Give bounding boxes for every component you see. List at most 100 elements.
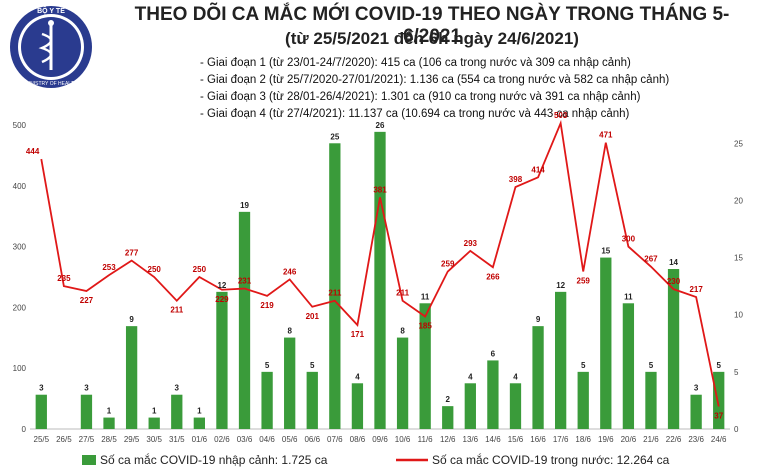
line-data-label: 185 [418,322,432,331]
bar-imported-cases [713,371,725,429]
bar-data-label: 1 [197,407,202,416]
x-tick-label: 18/6 [575,435,591,444]
bar-imported-cases [351,383,364,429]
line-data-label: 229 [215,295,229,304]
bar-imported-cases [622,303,635,429]
bar-data-label: 12 [217,281,226,290]
line-data-label: 37 [714,412,723,421]
y-left-tick-label: 200 [13,303,27,312]
bar-data-label: 4 [355,372,360,381]
bar-data-label: 11 [421,292,430,301]
bar-data-label: 5 [649,361,654,370]
y-right-tick-label: 5 [734,368,739,377]
bar-data-label: 5 [310,361,315,370]
bar-imported-cases [148,417,160,429]
phase-item: Giai đoạn 4 (từ 27/4/2021): 11.137 ca (1… [200,106,669,123]
bar-imported-cases [577,371,589,429]
x-tick-label: 30/5 [146,435,162,444]
y-right-tick-label: 25 [734,139,743,148]
line-data-label: 217 [689,285,703,294]
x-tick-label: 20/6 [621,435,637,444]
x-tick-label: 22/6 [666,435,682,444]
line-data-label: 293 [464,239,478,248]
phase-item: Giai đoạn 2 (từ 25/7/2020-27/01/2021): 1… [200,72,669,89]
logo-text-bottom: MINISTRY OF HEALTH [25,81,78,87]
line-data-label: 503 [554,111,568,120]
y-left-tick-label: 100 [13,364,27,373]
bar-imported-cases [600,257,612,429]
x-tick-label: 13/6 [463,435,479,444]
bar-imported-cases [487,360,499,429]
bar-imported-cases [690,394,702,429]
y-left-tick-label: 0 [22,425,27,434]
line-data-label: 211 [170,306,183,315]
bar-data-label: 8 [400,327,405,336]
x-tick-label: 08/6 [350,435,366,444]
bar-data-label: 2 [446,395,451,404]
line-data-label: 219 [260,301,274,310]
line-data-label: 300 [622,235,636,244]
line-data-label: 259 [441,260,455,269]
bar-imported-cases [532,326,544,429]
line-data-label: 444 [26,147,40,156]
x-tick-label: 21/6 [643,435,659,444]
x-tick-label: 23/6 [688,435,704,444]
x-tick-label: 06/6 [304,435,320,444]
logo-text-top: BỘ Y TẾ [37,5,65,15]
line-data-label: 381 [373,185,387,194]
x-tick-label: 10/6 [395,435,411,444]
bar-data-label: 3 [694,384,699,393]
bar-data-label: 26 [376,121,385,130]
x-tick-label: 29/5 [124,435,140,444]
line-data-label: 471 [599,131,613,140]
x-tick-label: 09/6 [372,435,388,444]
x-tick-label: 14/6 [485,435,501,444]
line-data-label: 201 [306,312,320,321]
bar-imported-cases [80,394,93,429]
bar-data-label: 3 [84,384,89,393]
bar-imported-cases [464,383,476,429]
bar-imported-cases [555,291,567,429]
bar-data-label: 3 [39,384,44,393]
bar-imported-cases [35,394,47,429]
x-tick-label: 19/6 [598,435,614,444]
bar-imported-cases [396,337,409,429]
x-tick-label: 28/5 [101,435,117,444]
bar-data-label: 9 [536,315,541,324]
x-tick-label: 11/6 [418,435,434,444]
y-right-tick-label: 10 [734,311,743,320]
bar-imported-cases [193,417,205,429]
line-data-label: 227 [80,296,94,305]
bar-data-label: 6 [491,349,496,358]
x-tick-label: 31/5 [169,435,185,444]
x-tick-label: 15/6 [508,435,524,444]
bar-data-label: 5 [716,361,721,370]
bar-data-label: 14 [669,258,678,267]
line-data-label: 277 [125,249,139,258]
y-left-tick-label: 500 [13,121,27,130]
y-left-tick-label: 300 [13,243,27,252]
x-tick-label: 16/6 [530,435,546,444]
bar-imported-cases [667,269,680,429]
legend-bar-swatch [82,455,96,465]
phase-summary-list: Giai đoạn 1 (từ 23/01-24/7/2020): 415 ca… [200,55,669,123]
chart-subtitle: (từ 25/5/2021 đến 6h ngày 24/6/2021) [285,29,579,48]
x-tick-label: 04/6 [259,435,275,444]
line-data-label: 211 [396,289,409,298]
x-tick-label: 02/6 [214,435,230,444]
bar-imported-cases [171,394,183,429]
y-right-tick-label: 15 [734,254,743,263]
x-tick-label: 24/6 [711,435,727,444]
x-tick-label: 05/6 [282,435,298,444]
x-tick-label: 25/5 [34,435,50,444]
bar-imported-cases [103,417,115,429]
line-data-label: 231 [238,277,252,286]
legend-line-label: Số ca mắc COVID-19 trong nước: 12.264 ca [432,452,670,467]
line-data-label: 267 [644,255,658,264]
line-data-label: 259 [577,277,591,286]
legend-bar-label: Số ca mắc COVID-19 nhập cảnh: 1.725 ca [100,452,328,467]
bar-imported-cases [238,211,251,429]
line-domestic-cases [40,119,720,407]
y-right-tick-label: 20 [734,196,743,205]
